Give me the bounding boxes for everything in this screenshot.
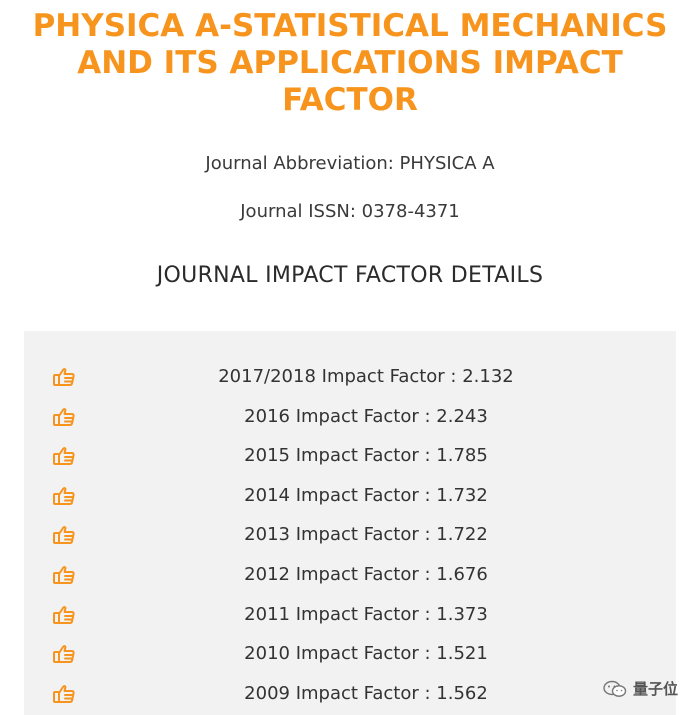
impact-factor-text: 2013 Impact Factor : 1.722 — [244, 524, 488, 546]
list-item: 2010 Impact Factor : 1.521 — [24, 634, 676, 674]
impact-factor-text: 2009 Impact Factor : 1.562 — [244, 682, 488, 704]
impact-factor-panel: 2017/2018 Impact Factor : 2.132 2016 Imp… — [24, 331, 676, 715]
impact-factor-text: 2016 Impact Factor : 2.243 — [244, 405, 488, 427]
wechat-icon — [603, 680, 627, 697]
list-item: 2009 Impact Factor : 1.562 — [24, 674, 676, 714]
impact-factor-text: 2015 Impact Factor : 1.785 — [244, 445, 488, 467]
title-line: AND ITS APPLICATIONS IMPACT — [77, 45, 623, 81]
impact-factor-text: 2011 Impact Factor : 1.373 — [244, 603, 488, 625]
impact-factor-list: 2017/2018 Impact Factor : 2.132 2016 Imp… — [24, 357, 676, 713]
journal-abbreviation: Journal Abbreviation: PHYSICA A — [205, 153, 495, 174]
section-heading: JOURNAL IMPACT FACTOR DETAILS — [156, 263, 544, 288]
page-title: PHYSICA A-STATISTICAL MECHANICS AND ITS … — [0, 8, 700, 119]
list-item: 2011 Impact Factor : 1.373 — [24, 595, 676, 635]
list-item: 2017/2018 Impact Factor : 2.132 — [24, 357, 676, 397]
impact-factor-text: 2014 Impact Factor : 1.732 — [244, 484, 488, 506]
impact-factor-text: 2012 Impact Factor : 1.676 — [244, 563, 488, 585]
title-line: PHYSICA A-STATISTICAL MECHANICS — [32, 8, 668, 44]
list-item: 2015 Impact Factor : 1.785 — [24, 436, 676, 476]
list-item: 2013 Impact Factor : 1.722 — [24, 515, 676, 555]
list-item: 2012 Impact Factor : 1.676 — [24, 555, 676, 595]
impact-factor-text: 2010 Impact Factor : 1.521 — [244, 643, 488, 665]
watermark-text: 量子位 — [632, 680, 678, 698]
watermark: 量子位 — [603, 678, 678, 699]
list-item: 2014 Impact Factor : 1.732 — [24, 476, 676, 516]
list-item: 2016 Impact Factor : 2.243 — [24, 397, 676, 437]
title-line: FACTOR — [282, 82, 418, 118]
journal-issn: Journal ISSN: 0378-4371 — [240, 201, 460, 222]
impact-factor-text: 2017/2018 Impact Factor : 2.132 — [218, 366, 514, 387]
